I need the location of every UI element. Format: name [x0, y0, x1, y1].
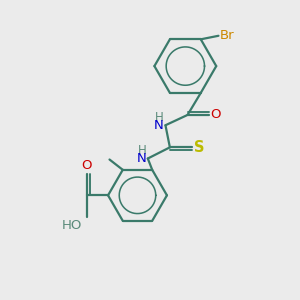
Text: H: H [138, 144, 146, 157]
Text: H: H [155, 111, 164, 124]
Text: N: N [154, 119, 164, 132]
Text: HO: HO [62, 219, 82, 232]
Text: O: O [81, 159, 92, 172]
Text: O: O [211, 108, 221, 122]
Text: Br: Br [220, 29, 235, 42]
Text: N: N [136, 152, 146, 165]
Text: S: S [194, 140, 204, 155]
